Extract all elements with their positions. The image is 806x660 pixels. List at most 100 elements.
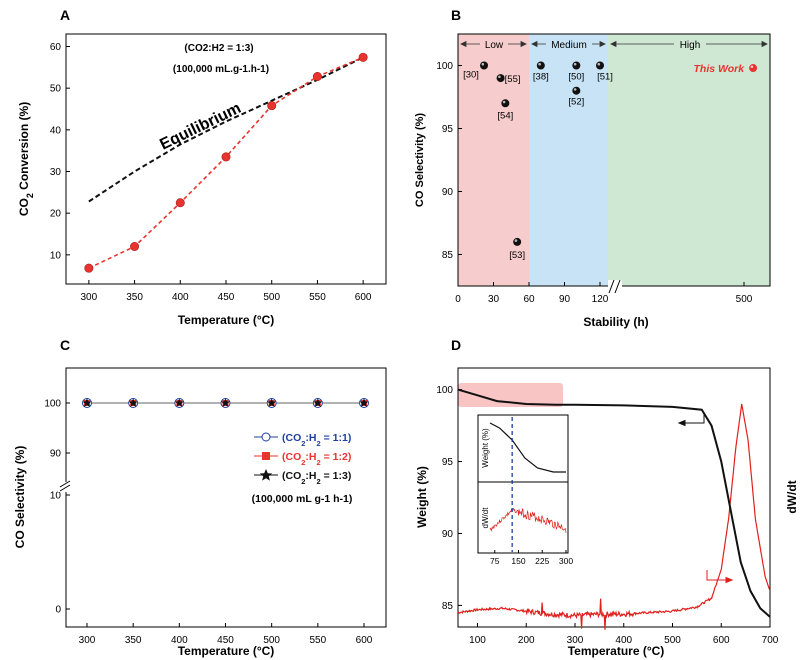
x-axis-label-b: Stability (h) xyxy=(583,315,648,329)
y-tick-label-a: 60 xyxy=(50,42,62,53)
y-tick-label-a: 50 xyxy=(50,84,62,95)
condition-gas-hourly-a: (100,000 mL.g-1.h-1) xyxy=(173,64,269,75)
point-highlight xyxy=(597,62,601,66)
reference-point xyxy=(480,61,489,70)
y-tick-label-d: 100 xyxy=(436,385,453,396)
panel-label-b: B xyxy=(451,7,461,23)
x-tick-label-a: 600 xyxy=(355,292,372,303)
conversion-point xyxy=(130,242,140,252)
reference-label: [55] xyxy=(505,74,521,85)
legend-label-1-1: (CO2:H2 = 1:1) xyxy=(282,432,351,448)
inset-x-tick-label: 300 xyxy=(559,556,573,566)
inset-frame xyxy=(477,414,569,554)
plot-frame-d xyxy=(457,367,771,628)
x-tick-label-d: 400 xyxy=(615,635,632,646)
conversion-point xyxy=(267,101,277,111)
point-highlight xyxy=(514,239,518,242)
reference-point xyxy=(596,61,604,70)
legend-c: (CO2:H2 = 1:1) (CO2:H2 = 1:2) (CO2:H2 = … xyxy=(252,432,353,505)
x-tick-label-c: 400 xyxy=(171,635,188,646)
x-tick-label-a: 350 xyxy=(126,292,143,303)
conversion-point xyxy=(312,72,322,82)
panel-label-d: D xyxy=(451,337,461,353)
legend-marker-square xyxy=(262,452,270,460)
reference-label: [38] xyxy=(533,72,549,83)
x-tick-label-c: 300 xyxy=(79,635,96,646)
marker-ratio-1-3 xyxy=(174,398,184,407)
reference-point xyxy=(496,74,505,83)
x-tick-label-b: 60 xyxy=(523,294,535,305)
x-tick-label-c: 550 xyxy=(309,635,326,646)
conversion-point xyxy=(221,152,231,162)
legend-marker-circle xyxy=(261,432,271,442)
x-tick-label-d: 700 xyxy=(762,635,779,646)
reference-label: [30] xyxy=(463,70,479,81)
region-low-label: Low xyxy=(485,40,504,51)
legend-label-1-3: (CO2:H2 = 1:3) xyxy=(282,470,351,486)
x-axis-label-d: Temperature (°C) xyxy=(568,644,665,658)
x-tick-label-b: 30 xyxy=(488,294,500,305)
y-tick-label-c: 100 xyxy=(44,399,61,410)
point-highlight xyxy=(538,62,541,66)
weight-line xyxy=(457,388,771,618)
this-work-point xyxy=(749,64,758,73)
point-highlight xyxy=(498,75,501,79)
marker-ratio-1-3 xyxy=(267,398,277,407)
region-high xyxy=(608,34,770,286)
x-tick-label-b: 500 xyxy=(736,294,753,305)
y-axis-label-d: Weight (%) xyxy=(415,466,429,528)
conversion-point xyxy=(84,263,94,273)
region-low-label-bg xyxy=(480,38,508,50)
reference-label: [53] xyxy=(509,250,525,261)
x-tick-label-c: 450 xyxy=(217,635,234,646)
x-axis-label-c: Temperature (°C) xyxy=(178,644,275,658)
y-tick-label-c: 90 xyxy=(50,449,62,460)
y-tick-label-c: 0 xyxy=(55,605,61,616)
conversion-point xyxy=(175,198,185,208)
x-tick-label-b: 0 xyxy=(455,294,461,305)
y-tick-label-d: 85 xyxy=(442,601,454,612)
equilibrium-label: Equilibrium xyxy=(157,100,244,154)
conversion-point xyxy=(358,52,368,62)
dwdt-axis-arrow xyxy=(706,570,734,584)
highlight-region-d xyxy=(458,383,563,407)
x-tick-label-a: 550 xyxy=(309,292,326,303)
region-high-label-bg xyxy=(674,38,706,50)
reference-point xyxy=(501,99,510,108)
x-tick-label-d: 100 xyxy=(469,635,486,646)
panel-a: A 300 350 400 450 500 550 600 10 20 30 40 50 60 Temp… xyxy=(17,7,387,327)
axis-break-c xyxy=(58,480,72,492)
panel-b: B Low Medium High 0 30 60 90 120 500 85 90 95 100… xyxy=(414,7,771,329)
panel-d: D 100 200 300 400 500 600 700 85 90 95 100 75 150 22… xyxy=(415,337,799,658)
marker-ratio-1-3 xyxy=(359,398,369,407)
inset-weight-line xyxy=(489,422,566,473)
y-axis-label-b: CO Selectivity (%) xyxy=(414,113,426,207)
y-tick-label-a: 10 xyxy=(50,250,62,261)
inset-dwdt-line xyxy=(489,507,567,533)
axis-break-b xyxy=(608,279,622,294)
inset-ylabel-weight: Weight (%) xyxy=(481,428,490,468)
legend-item-1-1: (CO2:H2 = 1:1) xyxy=(254,432,351,448)
point-highlight xyxy=(750,65,754,69)
point-highlight xyxy=(573,62,577,66)
this-work-label: This Work xyxy=(694,63,746,75)
x-tick-label-b: 120 xyxy=(592,294,609,305)
region-medium xyxy=(529,34,608,286)
region-high-label: High xyxy=(680,40,701,51)
x-tick-label-d: 300 xyxy=(567,635,584,646)
y-tick-label-c: 10 xyxy=(50,491,62,502)
x-tick-label-a: 500 xyxy=(263,292,280,303)
reference-point xyxy=(572,61,581,70)
x-tick-label-a: 450 xyxy=(218,292,235,303)
x-axis-label-a: Temperature (°C) xyxy=(178,313,275,327)
legend-item-1-2: (CO2:H2 = 1:2) xyxy=(254,451,351,467)
y-tick-label-b: 90 xyxy=(442,187,454,198)
condition-ratio-a: (CO2:H2 = 1:3) xyxy=(184,43,253,54)
y-tick-label-a: 20 xyxy=(50,209,62,220)
inset-x-tick-label: 150 xyxy=(511,556,525,566)
y-tick-label-b: 85 xyxy=(442,250,454,261)
condition-gas-hourly-c: (100,000 mL g-1 h-1) xyxy=(252,493,353,505)
legend-item-1-3: (CO2:H2 = 1:3) xyxy=(254,469,351,486)
reference-label: [54] xyxy=(497,110,513,121)
